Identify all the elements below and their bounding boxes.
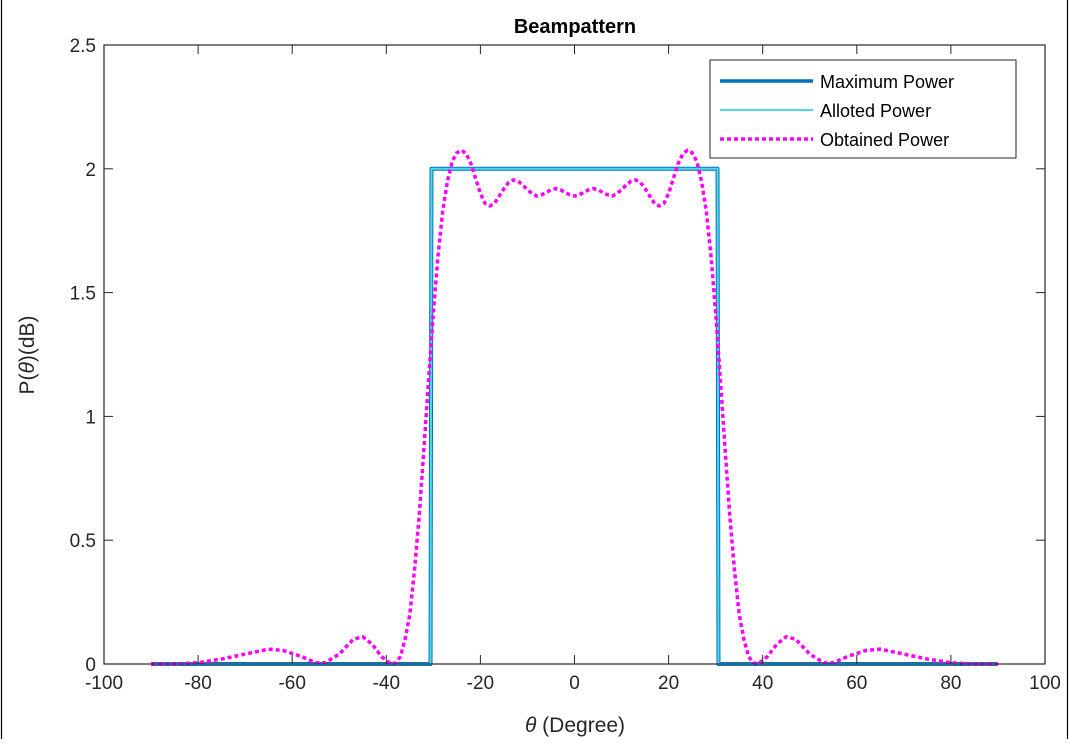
ticks-layer: -100 -80 -60 -40 -20 0 20 40 60 80 100 0 0.5 1 1.5 2 2.5	[70, 36, 1061, 694]
y-tick-label: 1	[85, 407, 96, 428]
y-axis-label-prefix: P(	[16, 374, 39, 395]
x-axis-label-text: (Degree)	[536, 714, 625, 737]
x-tick-label: 0	[569, 673, 580, 694]
legend-label-alloted-power: Alloted Power	[820, 101, 931, 121]
y-tick-label: 1.5	[70, 284, 96, 305]
series-line-obtained-power	[151, 148, 998, 666]
legend: Maximum Power Alloted Power Obtained Pow…	[709, 59, 1017, 159]
y-axis-label-suffix: )(dB)	[16, 315, 39, 362]
legend-label-obtained-power: Obtained Power	[820, 130, 949, 150]
y-tick-label: 2.5	[70, 36, 96, 57]
x-axis-label-symbol: θ	[525, 714, 537, 737]
x-tick-label: -80	[184, 673, 211, 694]
legend-label-maximum-power: Maximum Power	[820, 72, 954, 92]
chart-title: Beampattern	[514, 16, 636, 38]
x-tick-label: -100	[85, 673, 123, 694]
x-axis-label: θ (Degree)	[525, 714, 625, 737]
y-tick-label: 2	[85, 160, 96, 181]
x-tick-label: 20	[658, 673, 679, 694]
y-tick-label: 0.5	[70, 531, 96, 552]
x-tick-label: 40	[752, 673, 773, 694]
y-axis-label: P(θ)(dB)	[16, 315, 39, 394]
x-tick-label: 60	[846, 673, 867, 694]
x-tick-label: -20	[467, 673, 494, 694]
x-tick-label: 80	[940, 673, 961, 694]
y-axis-label-symbol: θ	[16, 362, 39, 374]
x-tick-label: -40	[373, 673, 400, 694]
x-tick-label: 100	[1029, 673, 1061, 694]
x-tick-label: -60	[278, 673, 305, 694]
y-tick-label: 0	[85, 655, 96, 676]
